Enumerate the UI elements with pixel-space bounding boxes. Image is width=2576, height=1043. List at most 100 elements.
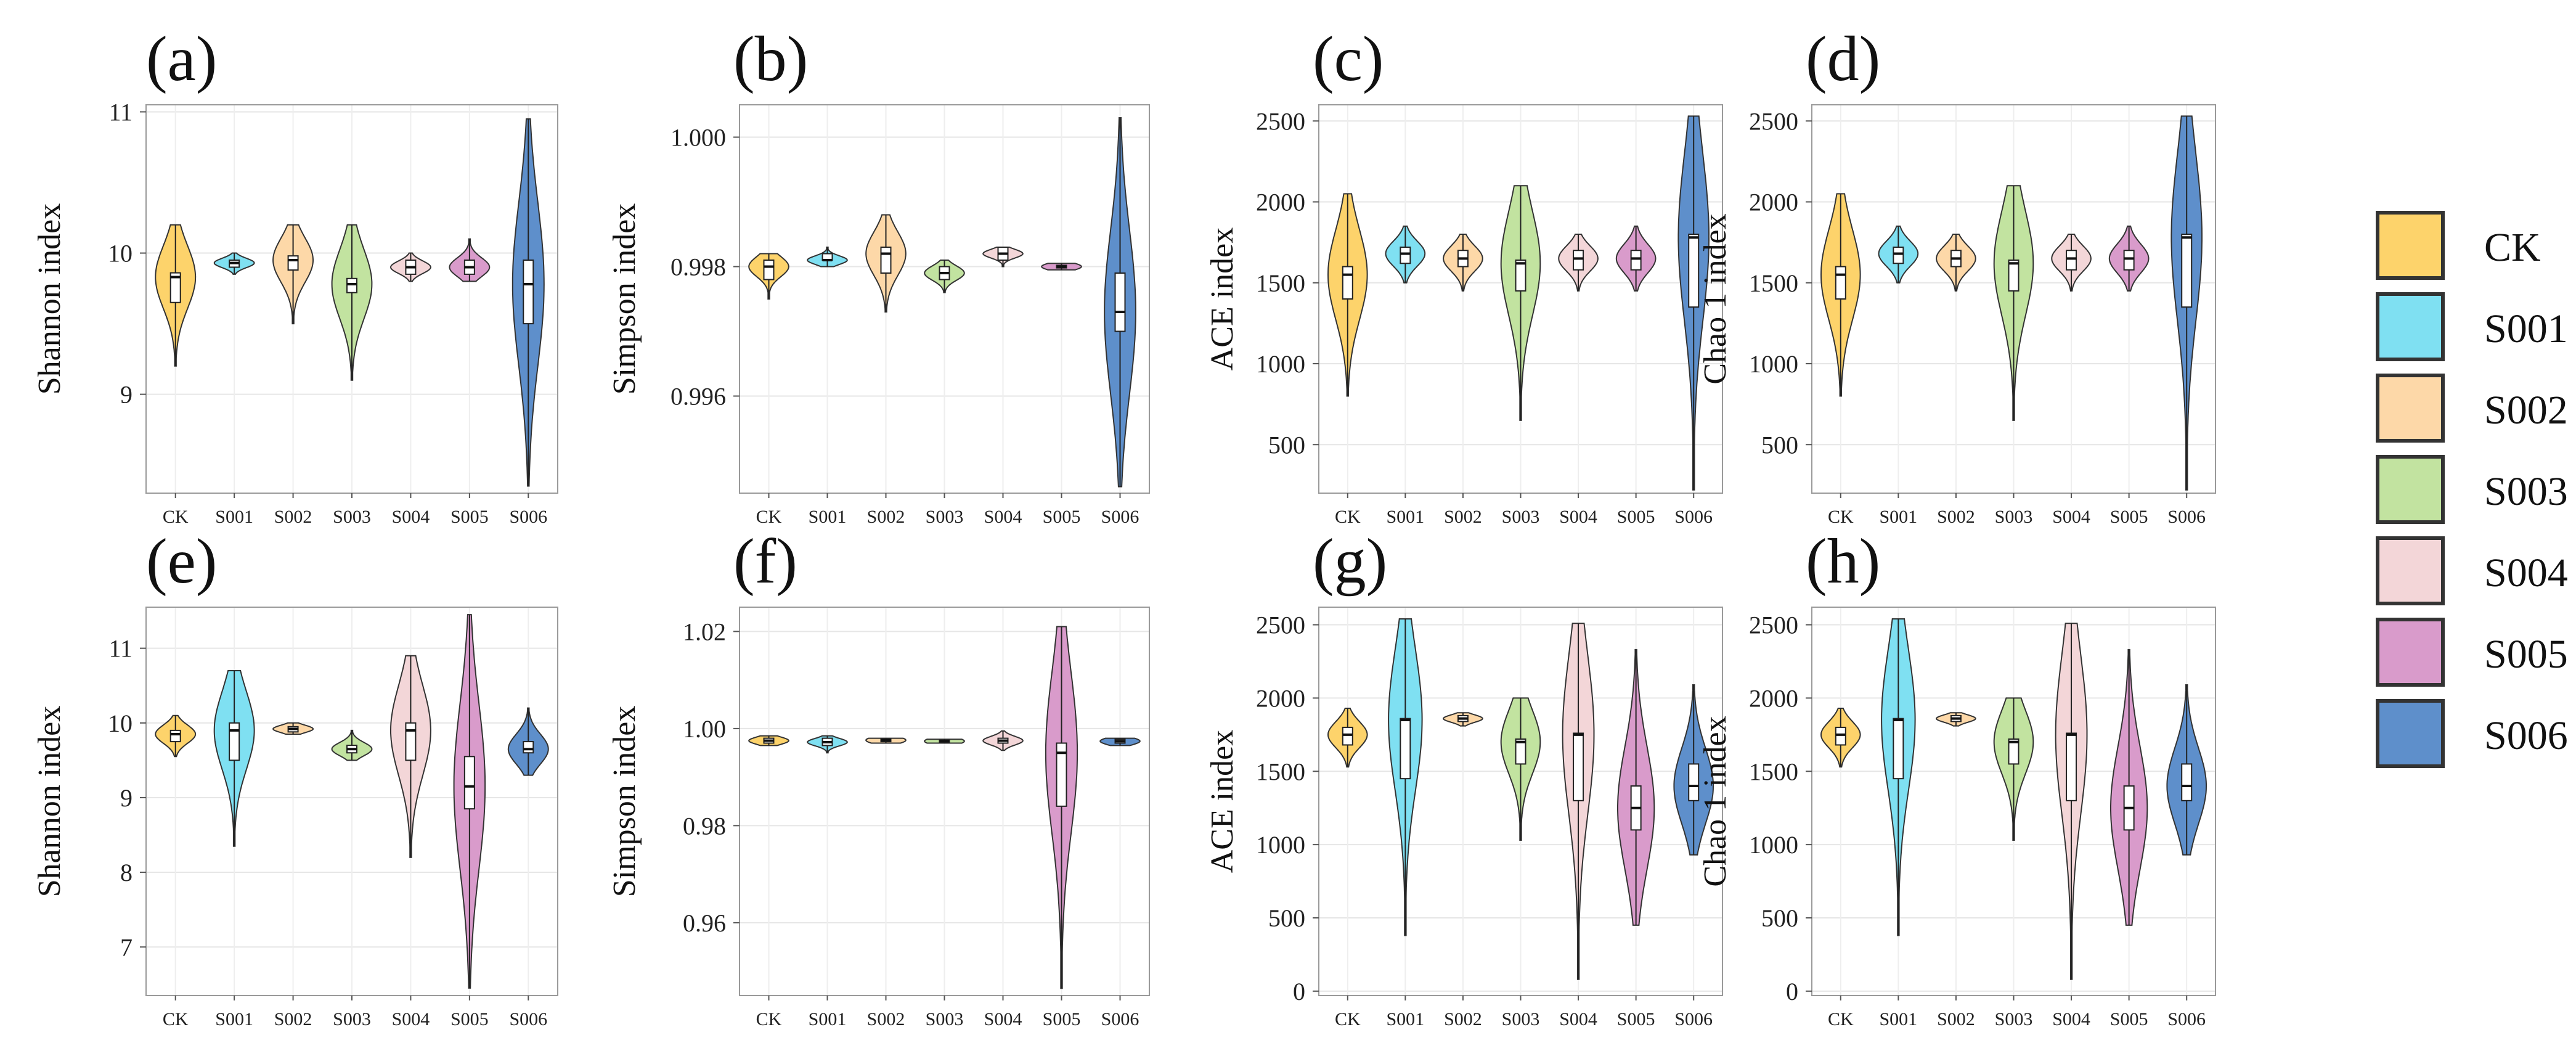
x-tick-label: S006 [2167, 507, 2206, 527]
box [1342, 726, 1353, 746]
y-tick-label: 8 [120, 859, 132, 886]
y-tick-label: 9 [120, 784, 132, 812]
x-tick-label: S005 [1043, 1009, 1081, 1029]
x-tick-label: CK [756, 1009, 782, 1029]
legend-label-s002: S002 [2484, 388, 2568, 433]
x-tick-label: S002 [867, 1009, 905, 1029]
y-tick-label: 0.98 [683, 812, 726, 840]
legend-label-s004: S004 [2484, 550, 2568, 595]
box [1893, 718, 1904, 780]
y-axis-label: Simpson index [607, 203, 642, 395]
panel-2: 500 1000 1500 2000 2500 CK S001 S002 S003 S004 S00… [1205, 23, 1723, 527]
box [1573, 250, 1584, 271]
y-tick-label: 500 [1761, 904, 1798, 932]
y-tick-label: 11 [108, 635, 132, 663]
y-tick-label: 2500 [1256, 611, 1305, 639]
y-tick-label: 7 [120, 933, 132, 961]
box [2181, 234, 2193, 308]
legend-item-s002: S002 [2376, 374, 2573, 451]
legend-item-s006: S006 [2376, 699, 2573, 777]
y-tick-label: 1000 [1749, 350, 1798, 378]
x-tick-label: S006 [1674, 507, 1713, 527]
x-tick-label: S005 [450, 507, 489, 527]
x-tick-label: S002 [1444, 1009, 1482, 1029]
x-tick-label: S004 [1559, 507, 1597, 527]
x-tick-label: S005 [2110, 1009, 2148, 1029]
panel-4: 7 8 9 10 11 CK S001 S002 S003 S004 S005 S006 Shannon… [32, 526, 558, 1029]
legend-item-s001: S001 [2376, 292, 2573, 370]
legend-swatch-s001 [2376, 292, 2445, 361]
x-tick-label: S002 [1937, 507, 1975, 527]
x-tick-label: S001 [215, 507, 253, 527]
y-tick-label: 0 [1786, 978, 1798, 1005]
x-tick-label: S006 [509, 507, 547, 527]
box [1893, 247, 1904, 264]
x-tick-label: CK [1828, 1009, 1854, 1029]
y-tick-label: 1500 [1256, 269, 1305, 297]
box [1342, 266, 1353, 300]
legend-item-s005: S005 [2376, 618, 2573, 695]
panel-label: (e) [146, 526, 217, 597]
legend-label-s001: S001 [2484, 306, 2568, 351]
y-tick-label: 500 [1761, 431, 1798, 459]
x-tick-label: S006 [1101, 1009, 1139, 1029]
box [1688, 763, 1700, 801]
x-tick-label: S001 [1880, 1009, 1918, 1029]
box [287, 255, 299, 271]
x-tick-label: S005 [1043, 507, 1081, 527]
x-tick-label: S001 [809, 1009, 847, 1029]
x-tick-label: S004 [392, 1009, 430, 1029]
x-tick-label: S003 [1995, 1009, 2033, 1029]
x-tick-label: S002 [1444, 507, 1482, 527]
x-tick-label: S001 [215, 1009, 253, 1029]
y-tick-label: 500 [1268, 904, 1305, 932]
x-tick-label: S003 [333, 1009, 371, 1029]
x-tick-label: CK [1335, 1009, 1361, 1029]
x-tick-label: S003 [1502, 1009, 1540, 1029]
x-tick-label: S005 [1617, 507, 1655, 527]
x-tick-label: CK [1335, 507, 1361, 527]
x-tick-label: S004 [984, 507, 1022, 527]
box [2066, 732, 2077, 801]
y-tick-label: 1500 [1749, 269, 1798, 297]
panel-label: (c) [1313, 23, 1384, 94]
panel-0: 9 10 11 CK S001 S002 S003 S004 S005 S006 Shannon i… [32, 23, 558, 527]
x-tick-label: S002 [274, 507, 312, 527]
box [405, 722, 417, 761]
x-tick-label: S003 [1502, 507, 1540, 527]
x-tick-label: CK [163, 507, 189, 527]
box [1400, 247, 1411, 264]
box [2123, 250, 2135, 271]
x-tick-label: S002 [867, 507, 905, 527]
legend-swatch-s005 [2376, 618, 2445, 687]
x-tick-label: S002 [274, 1009, 312, 1029]
box [1515, 738, 1526, 765]
legend-swatch-s004 [2376, 536, 2445, 605]
y-axis-label: ACE index [1205, 730, 1240, 873]
panel-label: (g) [1313, 526, 1387, 597]
box [229, 722, 240, 761]
x-tick-label: S006 [1101, 507, 1139, 527]
legend-item-ck: CK [2376, 211, 2573, 288]
x-tick-label: CK [756, 507, 782, 527]
box [463, 756, 475, 810]
x-tick-label: S004 [984, 1009, 1022, 1029]
panel-1: 0.996 0.998 1.000 CK S001 S002 S003 S004 S005 S00… [607, 23, 1150, 527]
y-tick-label: 0 [1293, 978, 1305, 1005]
y-tick-label: 1500 [1256, 758, 1305, 785]
box [169, 272, 181, 303]
x-tick-label: S006 [2167, 1009, 2206, 1029]
box [1400, 718, 1411, 780]
x-tick-label: CK [1828, 507, 1854, 527]
legend-label-s003: S003 [2484, 469, 2568, 514]
y-tick-label: 2000 [1749, 684, 1798, 712]
panel-6: 0 500 1000 1500 2000 2500 CK S001 S002 S003 S004 S0… [1205, 526, 1723, 1029]
y-tick-label: 1000 [1256, 831, 1305, 859]
x-tick-label: S005 [1617, 1009, 1655, 1029]
x-tick-label: S001 [1387, 507, 1425, 527]
box [523, 741, 534, 754]
x-tick-label: S005 [2110, 507, 2148, 527]
y-axis-label: Simpson index [607, 706, 642, 898]
box [2008, 260, 2020, 292]
